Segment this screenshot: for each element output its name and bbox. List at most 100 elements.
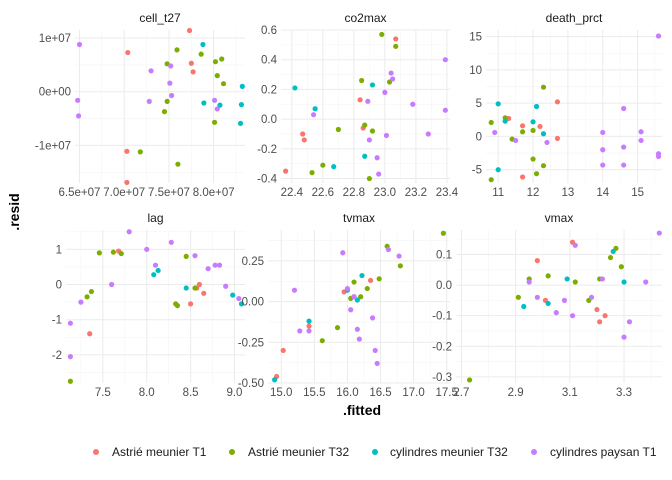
data-point bbox=[572, 279, 578, 285]
data-point bbox=[515, 294, 521, 300]
data-point bbox=[238, 102, 245, 108]
facet-strip-title: co2max bbox=[344, 11, 386, 25]
legend-label-cylindres-paysan-t1: cylindres paysan T1 bbox=[550, 445, 657, 459]
data-point bbox=[366, 175, 372, 182]
data-point bbox=[564, 276, 570, 282]
x-tick-label: 11 bbox=[492, 187, 504, 199]
y-tick-label: 0.0 bbox=[261, 114, 277, 126]
y-tick-label: 0 bbox=[476, 131, 482, 143]
data-point bbox=[492, 129, 498, 136]
data-point bbox=[533, 103, 540, 110]
y-tick-label: -1e+07 bbox=[35, 140, 71, 152]
y-tick-label: 5 bbox=[476, 98, 482, 110]
data-point bbox=[530, 119, 536, 125]
data-point bbox=[383, 132, 390, 139]
data-point bbox=[301, 137, 307, 143]
x-axis-title: .fitted bbox=[343, 402, 381, 418]
data-point bbox=[382, 89, 388, 95]
y-tick-label: 0.6 bbox=[261, 25, 277, 37]
data-point bbox=[212, 59, 219, 65]
y-tick-label: -1 bbox=[52, 315, 62, 327]
x-tick-label: 3.1 bbox=[562, 387, 578, 399]
legend-label-astrie-meunier-t1: Astrié meunier T1 bbox=[112, 445, 207, 459]
data-point bbox=[200, 41, 206, 48]
data-point bbox=[351, 294, 357, 300]
x-tick-label: 12 bbox=[527, 187, 540, 199]
x-tick-label: 15 bbox=[631, 187, 644, 199]
data-point bbox=[519, 129, 526, 135]
x-tick-label: 8.0 bbox=[139, 387, 155, 399]
data-point bbox=[75, 113, 82, 119]
legend-key-cylindres-paysan-t1 bbox=[531, 449, 537, 455]
facet-panel-co2max: co2max 22.4 22.6 22.8 23.0 23.2 23.4 -0.4 -0.2 0.… bbox=[257, 11, 459, 199]
data-point bbox=[599, 276, 605, 282]
legend: Astrié meunier T1 Astrié meunier T32 cyl… bbox=[93, 445, 657, 459]
facet-panel-lag: lag 7.5 8.0 8.5 9.0 -2 -1 0 1 bbox=[52, 211, 245, 399]
data-point bbox=[151, 272, 157, 278]
data-point bbox=[174, 303, 181, 309]
data-point bbox=[369, 82, 376, 88]
data-point bbox=[205, 266, 211, 272]
data-point bbox=[393, 36, 399, 42]
data-point bbox=[376, 171, 382, 177]
data-point bbox=[554, 99, 561, 105]
data-point bbox=[183, 253, 189, 259]
y-tick-label: 1 bbox=[56, 244, 62, 256]
y-tick-label: -0.3 bbox=[432, 372, 452, 384]
x-tick-label: 8.0e+07 bbox=[193, 187, 235, 199]
x-tick-label: 16.5 bbox=[369, 387, 391, 399]
data-point bbox=[569, 313, 576, 319]
data-point bbox=[88, 288, 95, 295]
data-point bbox=[212, 262, 218, 268]
y-tick-label: 0.00 bbox=[242, 297, 264, 309]
data-point bbox=[396, 253, 402, 259]
y-tick-label: 0.1 bbox=[436, 249, 452, 261]
data-point bbox=[348, 307, 354, 313]
y-tick-label: 1e+07 bbox=[39, 33, 71, 45]
data-point bbox=[365, 98, 371, 104]
data-point bbox=[239, 83, 245, 89]
data-point bbox=[201, 290, 207, 296]
data-point bbox=[357, 97, 363, 103]
data-point bbox=[67, 320, 73, 326]
x-tick-label: 22.6 bbox=[312, 187, 334, 199]
data-point bbox=[600, 129, 606, 136]
data-point bbox=[219, 56, 225, 62]
data-point bbox=[374, 360, 380, 367]
x-tick-label: 8.5 bbox=[183, 387, 199, 399]
x-tick-label: 3.3 bbox=[616, 387, 632, 399]
data-point bbox=[319, 338, 325, 344]
data-point bbox=[306, 323, 312, 329]
data-point bbox=[519, 123, 526, 129]
data-point bbox=[309, 170, 315, 176]
data-point bbox=[544, 139, 550, 146]
x-tick-label: 22.4 bbox=[281, 187, 304, 199]
data-point bbox=[272, 377, 278, 383]
data-point bbox=[358, 294, 364, 300]
data-point bbox=[600, 147, 606, 153]
data-point bbox=[369, 315, 376, 321]
data-point bbox=[351, 279, 357, 285]
data-point bbox=[344, 285, 351, 292]
y-tick-label: 0.0 bbox=[436, 280, 452, 292]
legend-key-astrie-meunier-t1 bbox=[93, 449, 99, 455]
x-tick-label: 17.5 bbox=[435, 387, 457, 399]
data-point bbox=[533, 171, 540, 177]
data-point bbox=[211, 97, 218, 103]
data-point bbox=[621, 144, 627, 150]
data-point bbox=[76, 41, 83, 48]
data-point bbox=[502, 118, 508, 124]
data-point bbox=[297, 328, 303, 334]
x-tick-label: 23.4 bbox=[436, 187, 459, 199]
data-point bbox=[655, 153, 662, 159]
data-point bbox=[621, 279, 627, 285]
facet-panels: cell_t27 6.5e+07 7.0e+07 7.5e+07 8.0e+07 -1e+… bbox=[35, 11, 662, 399]
data-point bbox=[236, 295, 242, 302]
x-tick-label: 15.0 bbox=[270, 387, 292, 399]
data-point bbox=[211, 119, 218, 125]
data-point bbox=[87, 331, 93, 337]
legend-key-astrie-meunier-t32 bbox=[229, 449, 235, 455]
facet-strip-title: cell_t27 bbox=[139, 11, 181, 25]
data-point bbox=[379, 31, 385, 38]
data-point bbox=[169, 92, 175, 99]
